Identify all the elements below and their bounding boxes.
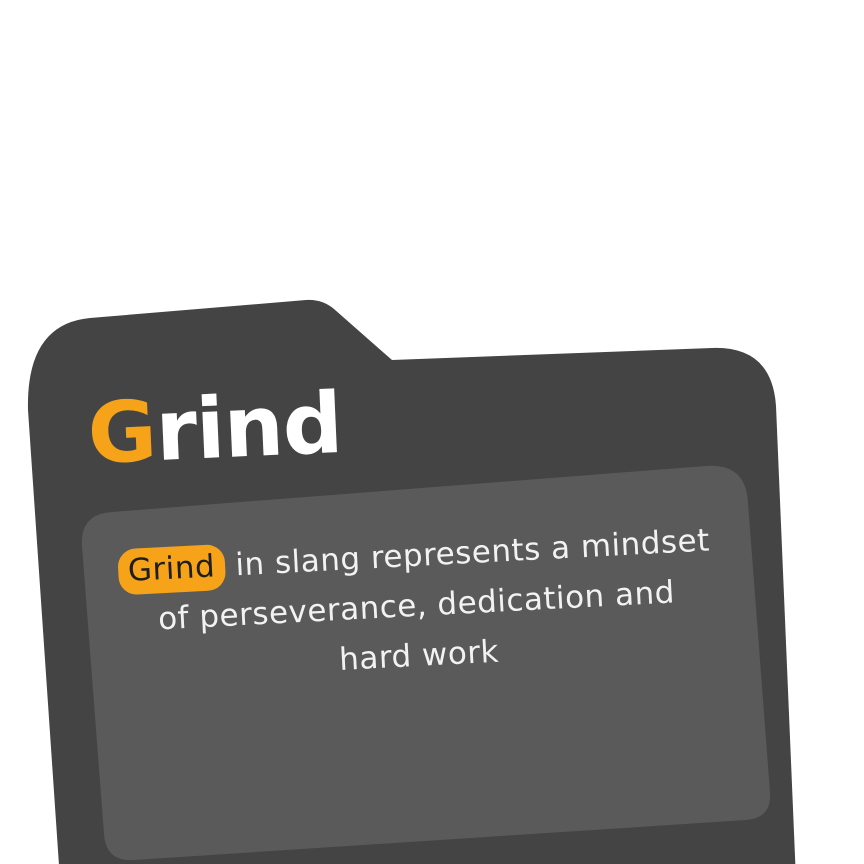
card-title: Grind xyxy=(86,374,344,483)
title-first-letter: G xyxy=(85,382,158,483)
content-panel xyxy=(81,465,771,861)
highlighted-term: Grind xyxy=(116,543,227,596)
title-rest: rind xyxy=(153,373,344,480)
